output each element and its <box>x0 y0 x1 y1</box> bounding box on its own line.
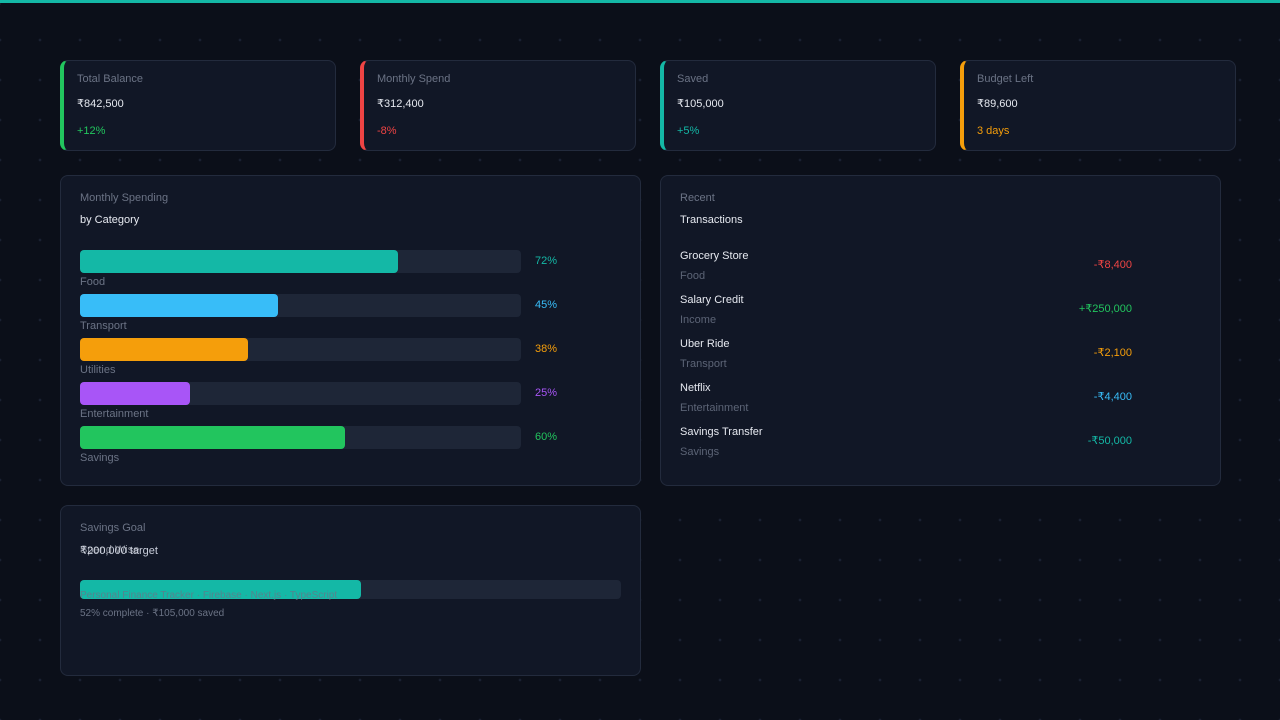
stat-delta: +5% <box>677 125 700 137</box>
bar-fill <box>80 338 248 361</box>
panel-label: Monthly Spending <box>80 192 169 204</box>
goal-target: ₹200,000 target <box>80 545 158 557</box>
bar-category-name: Savings <box>80 452 120 464</box>
bar-percent: 72% <box>535 255 558 267</box>
stat-value: ₹105,000 <box>677 98 724 110</box>
panel-subtitle: Transactions <box>680 214 743 226</box>
bar-category-name: Entertainment <box>80 408 149 420</box>
bar-percent: 60% <box>535 431 558 443</box>
category-bar-savings: 60% Savings <box>80 426 560 470</box>
transaction-row[interactable]: Savings Transfer Savings -₹50,000 <box>680 426 1132 470</box>
bar-track <box>80 294 521 317</box>
monthly-spending-panel: Monthly Spending by Category 72% Food 45… <box>60 175 641 486</box>
top-accent-bar <box>0 0 1280 3</box>
stat-delta: +12% <box>77 125 106 137</box>
transaction-name: Uber Ride <box>680 338 730 350</box>
panel-label: Savings Goal <box>80 522 146 534</box>
panel-subtitle: by Category <box>80 214 140 226</box>
category-bar-entertainment: 25% Entertainment <box>80 382 560 426</box>
stat-card-total-balance: Total Balance ₹842,500 +12% <box>60 60 336 151</box>
transaction-amount: +₹250,000 <box>1078 303 1132 315</box>
transaction-amount: -₹2,100 <box>1093 347 1132 359</box>
category-bar-food: 72% Food <box>80 250 560 294</box>
stat-card-saved: Saved ₹105,000 +5% <box>660 60 936 151</box>
stat-delta: -8% <box>377 125 397 137</box>
bar-category-name: Transport <box>80 320 127 332</box>
bar-percent: 38% <box>535 343 558 355</box>
stat-value: ₹89,600 <box>977 98 1018 110</box>
transaction-row[interactable]: Grocery Store Food -₹8,400 <box>680 250 1132 294</box>
bar-category-name: Food <box>80 276 106 288</box>
bar-category-name: Utilities <box>80 364 116 376</box>
stat-card-monthly-spend: Monthly Spend ₹312,400 -8% <box>360 60 636 151</box>
goal-progress-track <box>80 580 621 599</box>
stat-label: Total Balance <box>77 73 144 85</box>
bar-track <box>80 426 521 449</box>
stat-label: Monthly Spend <box>377 73 451 85</box>
bar-percent: 25% <box>535 387 558 399</box>
transaction-name: Savings Transfer <box>680 426 763 438</box>
bar-fill <box>80 382 190 405</box>
bar-fill <box>80 294 278 317</box>
stat-label: Saved <box>677 73 709 85</box>
transaction-name: Grocery Store <box>680 250 749 262</box>
bar-percent: 45% <box>535 299 558 311</box>
transaction-name: Salary Credit <box>680 294 744 306</box>
bar-fill <box>80 426 345 449</box>
transaction-amount: -₹8,400 <box>1093 259 1132 271</box>
transaction-category: Savings <box>680 446 720 458</box>
panel-label: Recent <box>680 192 715 204</box>
category-bar-transport: 45% Transport <box>80 294 560 338</box>
stat-value: ₹312,400 <box>377 98 424 110</box>
transaction-category: Transport <box>680 358 727 370</box>
transaction-amount: -₹50,000 <box>1087 435 1132 447</box>
transaction-row[interactable]: Netflix Entertainment -₹4,400 <box>680 382 1132 426</box>
app-name-overlay: Spend Wise <box>80 544 140 556</box>
transaction-category: Income <box>680 314 717 326</box>
transaction-amount: -₹4,400 <box>1093 391 1132 403</box>
bar-track <box>80 382 521 405</box>
transaction-name: Netflix <box>680 382 711 394</box>
transaction-row[interactable]: Salary Credit Income +₹250,000 <box>680 294 1132 338</box>
category-bar-utilities: 38% Utilities <box>80 338 560 382</box>
bar-fill <box>80 250 398 273</box>
recent-transactions-panel: Recent Transactions Grocery Store Food -… <box>660 175 1221 486</box>
transaction-category: Entertainment <box>680 402 749 414</box>
stat-value: ₹842,500 <box>77 98 124 110</box>
bar-track <box>80 250 521 273</box>
transaction-row[interactable]: Uber Ride Transport -₹2,100 <box>680 338 1132 382</box>
goal-progress-text: 52% complete · ₹105,000 saved <box>80 608 225 619</box>
transaction-category: Food <box>680 270 706 282</box>
savings-goal-panel: Savings Goal ₹200,000 target Spend Wise … <box>60 505 641 676</box>
stat-delta: 3 days <box>977 125 1010 137</box>
stat-card-budget-left: Budget Left ₹89,600 3 days <box>960 60 1236 151</box>
stat-label: Budget Left <box>977 73 1034 85</box>
footer-tech-text: Personal Finance Tracker · Firebase · Ne… <box>80 590 338 601</box>
bar-track <box>80 338 521 361</box>
goal-progress-fill <box>80 580 361 599</box>
